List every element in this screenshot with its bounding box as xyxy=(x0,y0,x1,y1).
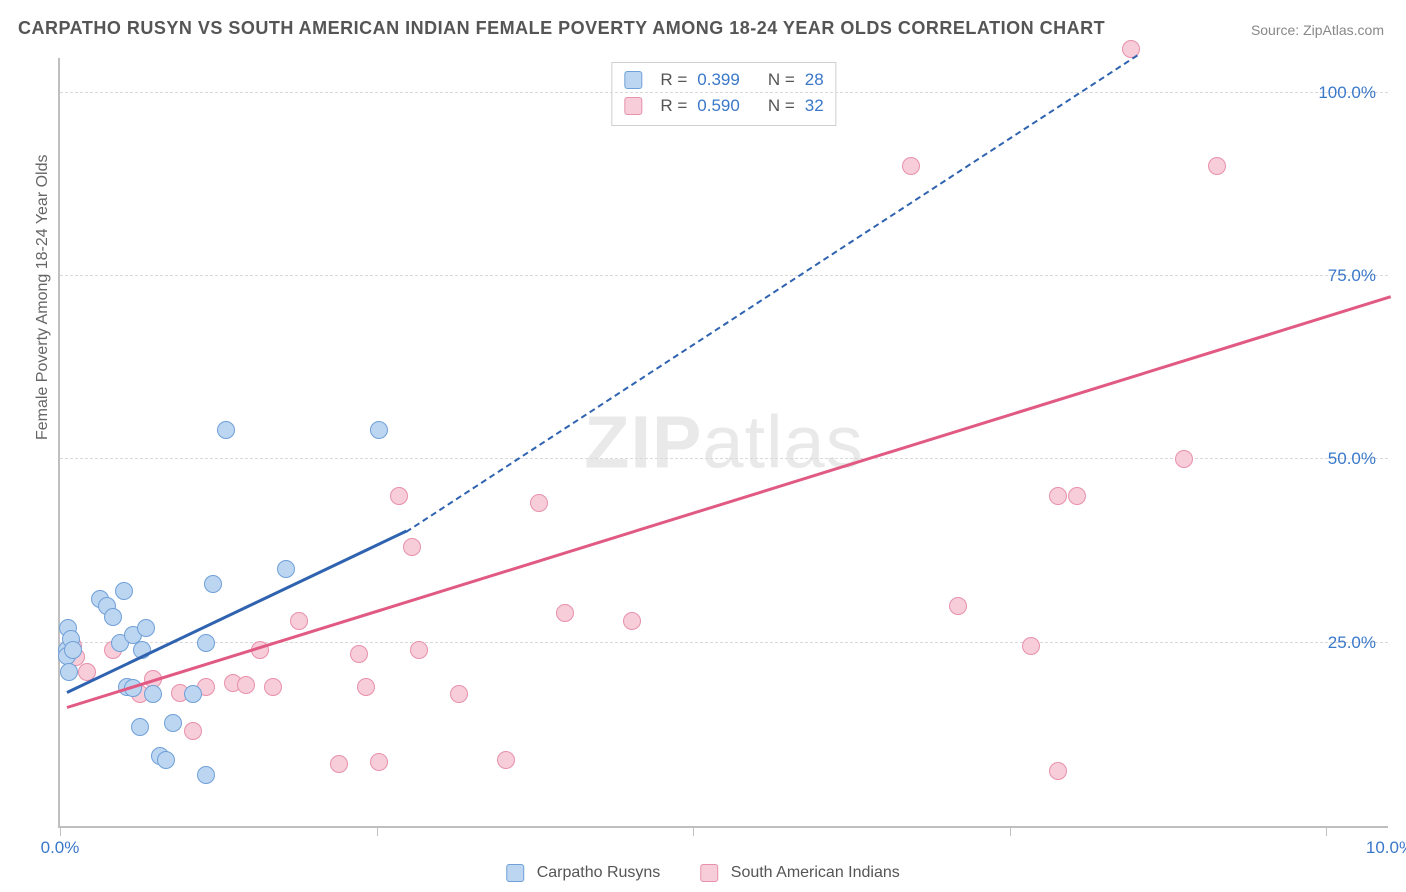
data-point xyxy=(902,157,920,175)
data-point xyxy=(184,722,202,740)
x-tick xyxy=(693,826,694,836)
data-point xyxy=(350,645,368,663)
data-point xyxy=(217,421,235,439)
x-tick xyxy=(1326,826,1327,836)
data-point xyxy=(60,663,78,681)
data-point xyxy=(164,714,182,732)
r-value-b: 0.590 xyxy=(697,93,740,119)
trend-line xyxy=(66,295,1390,709)
y-tick-label: 25.0% xyxy=(1328,633,1376,653)
n-value-b: 32 xyxy=(805,93,824,119)
x-tick-label: 0.0% xyxy=(41,838,80,858)
data-point xyxy=(949,597,967,615)
data-point xyxy=(264,678,282,696)
data-point xyxy=(184,685,202,703)
r-label-a: R = xyxy=(660,67,687,93)
data-point xyxy=(1049,487,1067,505)
stats-legend: R = 0.399 N = 28 R = 0.590 N = 32 xyxy=(611,62,836,126)
r-value-a: 0.399 xyxy=(697,67,740,93)
data-point xyxy=(497,751,515,769)
data-point xyxy=(530,494,548,512)
data-point xyxy=(623,612,641,630)
data-point xyxy=(204,575,222,593)
legend-label-a: Carpatho Rusyns xyxy=(537,864,661,881)
data-point xyxy=(390,487,408,505)
swatch-a-icon xyxy=(624,71,642,89)
data-point xyxy=(357,678,375,696)
data-point xyxy=(410,641,428,659)
data-point xyxy=(1068,487,1086,505)
data-point xyxy=(137,619,155,637)
n-label-a: N = xyxy=(768,67,795,93)
series-legend: Carpatho Rusyns South American Indians xyxy=(506,864,900,882)
data-point xyxy=(237,676,255,694)
data-point xyxy=(144,685,162,703)
swatch-b-icon xyxy=(700,864,718,882)
x-tick xyxy=(377,826,378,836)
stats-row-b: R = 0.590 N = 32 xyxy=(624,93,823,119)
data-point xyxy=(1049,762,1067,780)
stats-row-a: R = 0.399 N = 28 xyxy=(624,67,823,93)
n-value-a: 28 xyxy=(805,67,824,93)
data-point xyxy=(1175,450,1193,468)
data-point xyxy=(64,641,82,659)
x-tick xyxy=(60,826,61,836)
data-point xyxy=(131,718,149,736)
data-point xyxy=(115,582,133,600)
data-point xyxy=(104,608,122,626)
legend-item-b: South American Indians xyxy=(700,864,899,882)
data-point xyxy=(330,755,348,773)
data-point xyxy=(157,751,175,769)
legend-item-a: Carpatho Rusyns xyxy=(506,864,660,882)
source-label: Source: ZipAtlas.com xyxy=(1251,22,1384,38)
swatch-a-icon xyxy=(506,864,524,882)
data-point xyxy=(290,612,308,630)
n-label-b: N = xyxy=(768,93,795,119)
watermark-bold: ZIP xyxy=(584,401,702,484)
data-point xyxy=(403,538,421,556)
legend-label-b: South American Indians xyxy=(731,864,900,881)
y-tick-label: 100.0% xyxy=(1318,83,1376,103)
chart-title: CARPATHO RUSYN VS SOUTH AMERICAN INDIAN … xyxy=(18,18,1105,39)
y-tick-label: 75.0% xyxy=(1328,266,1376,286)
y-tick-label: 50.0% xyxy=(1328,449,1376,469)
x-tick-label: 10.0% xyxy=(1366,838,1406,858)
swatch-b-icon xyxy=(624,97,642,115)
gridline xyxy=(60,275,1388,276)
data-point xyxy=(1022,637,1040,655)
data-point xyxy=(277,560,295,578)
x-tick xyxy=(1010,826,1011,836)
plot-area: ZIPatlas R = 0.399 N = 28 R = 0.590 N = … xyxy=(58,58,1388,828)
data-point xyxy=(1208,157,1226,175)
data-point xyxy=(450,685,468,703)
watermark-light: atlas xyxy=(702,401,863,484)
data-point xyxy=(370,421,388,439)
y-axis-label: Female Poverty Among 18-24 Year Olds xyxy=(34,155,52,441)
data-point xyxy=(556,604,574,622)
data-point xyxy=(370,753,388,771)
r-label-b: R = xyxy=(660,93,687,119)
data-point xyxy=(197,634,215,652)
gridline xyxy=(60,92,1388,93)
data-point xyxy=(197,766,215,784)
